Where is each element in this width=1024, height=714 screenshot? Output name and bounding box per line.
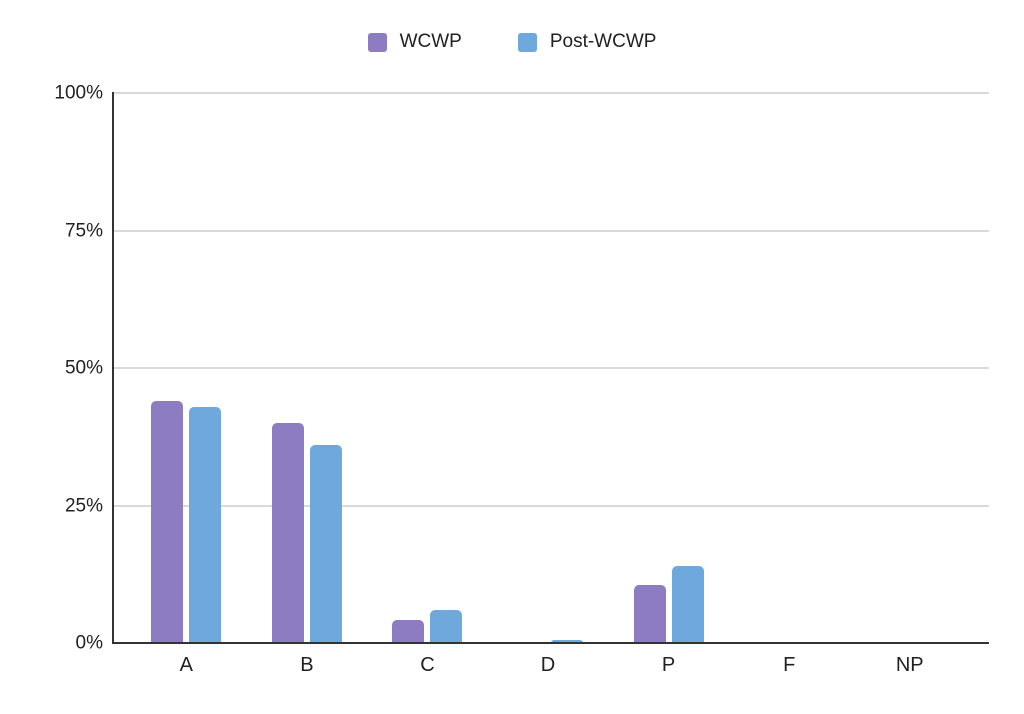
legend-swatch-wcwp — [367, 32, 387, 52]
gridline-50 — [113, 367, 989, 369]
chart-legend: WCWP Post-WCWP — [0, 31, 1024, 53]
y-axis-line — [112, 92, 114, 644]
legend-label: Post-WCWP — [549, 31, 657, 52]
legend-item-wcwp: WCWP — [367, 31, 462, 53]
bar-group-p — [608, 93, 729, 643]
bar-post-wcwp-c — [430, 610, 463, 643]
bar-post-wcwp-b — [309, 445, 342, 643]
legend-item-post-wcwp: Post-WCWP — [517, 31, 657, 53]
gridline-75 — [113, 229, 989, 232]
bar-post-wcwp-a — [189, 406, 222, 643]
gridline-100 — [113, 92, 989, 94]
bar-group-f — [729, 93, 850, 643]
bar-wcwp-a — [151, 401, 184, 643]
category-label-a: A — [179, 654, 193, 676]
y-tick-label-100: 100% — [54, 82, 103, 104]
bar-wcwp-p — [633, 585, 666, 643]
category-label-np: NP — [895, 654, 924, 676]
category-label-d: D — [540, 654, 556, 676]
plot-area — [112, 92, 989, 644]
gridline-25 — [113, 504, 989, 507]
bar-post-wcwp-p — [671, 566, 704, 643]
bar-group-np — [849, 93, 970, 643]
bar-wcwp-c — [392, 619, 425, 643]
y-tick-label-0: 0% — [75, 632, 103, 654]
y-tick-label-25: 25% — [64, 495, 103, 516]
category-label-p: P — [661, 654, 676, 676]
bar-groups — [126, 93, 970, 643]
bar-post-wcwp-d — [551, 640, 584, 643]
x-axis-line — [113, 642, 989, 644]
x-axis-category-labels: A B C D P F NP — [126, 653, 970, 677]
bar-wcwp-b — [271, 423, 304, 643]
bar-group-b — [247, 93, 368, 643]
category-label-f: F — [783, 654, 796, 676]
bar-group-c — [367, 93, 488, 643]
category-label-b: B — [300, 654, 314, 676]
y-tick-label-50: 50% — [64, 357, 103, 379]
legend-label: WCWP — [399, 31, 462, 52]
bar-group-d — [488, 93, 609, 643]
legend-swatch-post-wcwp — [517, 32, 537, 52]
category-label-c: C — [420, 654, 435, 676]
y-tick-label-75: 75% — [64, 220, 103, 241]
bar-group-a — [126, 93, 247, 643]
